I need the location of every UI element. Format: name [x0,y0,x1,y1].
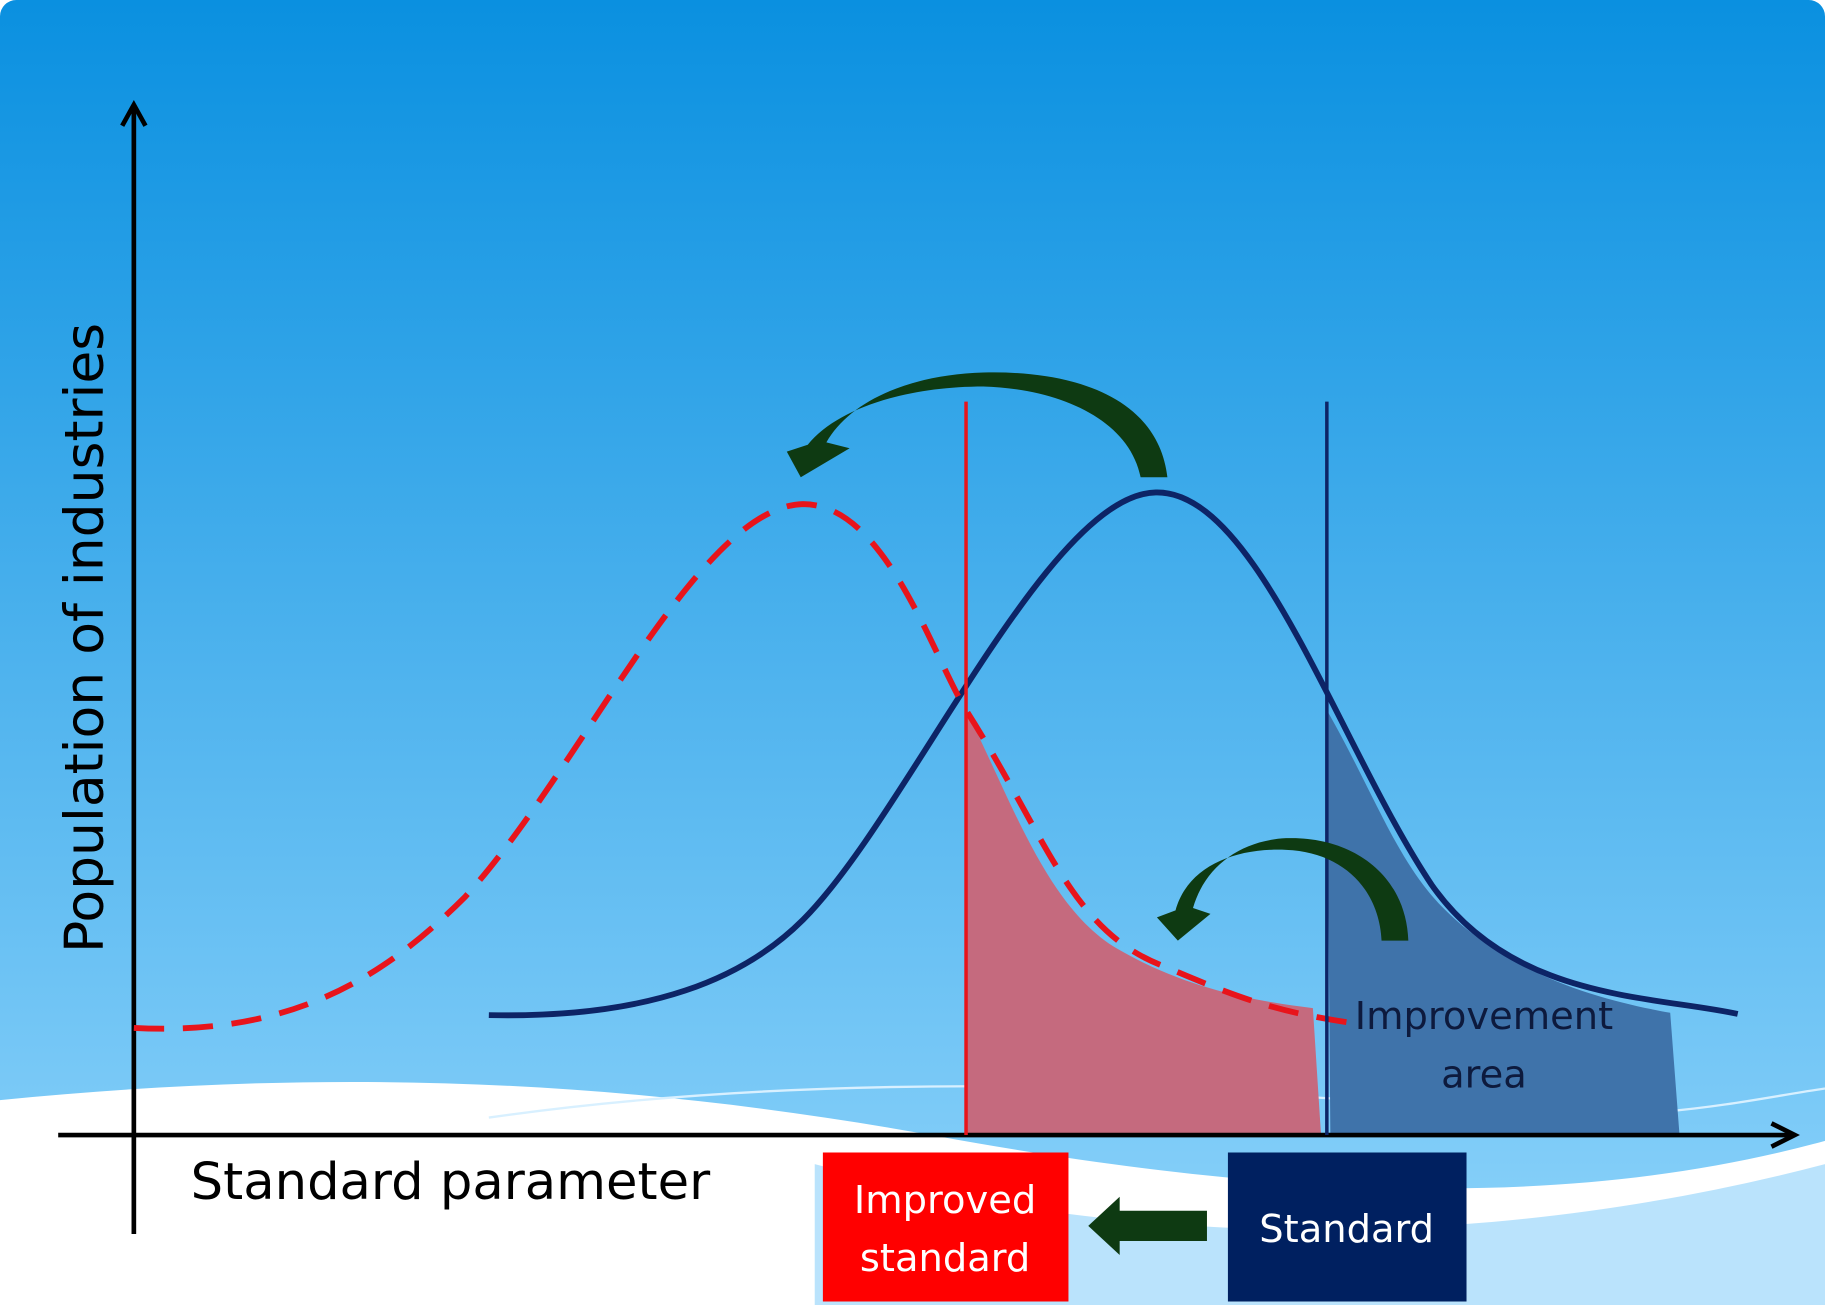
current-distribution [488,489,1739,1019]
improved-area-fill [966,710,1322,1136]
standard-shift-arrow [1088,1196,1207,1255]
improvement-area-label: area [1441,1052,1527,1097]
y-axis-arrow [120,99,148,127]
improvement-area-fill [1326,710,1680,1136]
shift-arrow [786,372,1168,478]
x-axis-label: Standard parameter [191,1152,711,1212]
standard-box [1227,1152,1467,1302]
standard-label: Standard [1259,1207,1434,1252]
improvement-area-label: Improvement [1355,994,1613,1039]
improved-standard-label: Improved [854,1178,1036,1223]
improved-distribution [133,501,1363,1032]
y-axis-label: Population of industries [52,323,115,953]
improved-standard-label: standard [860,1236,1030,1281]
improved-standard-box [822,1152,1069,1302]
shift-arrow [1156,838,1409,941]
x-axis-arrow [1770,1121,1800,1149]
